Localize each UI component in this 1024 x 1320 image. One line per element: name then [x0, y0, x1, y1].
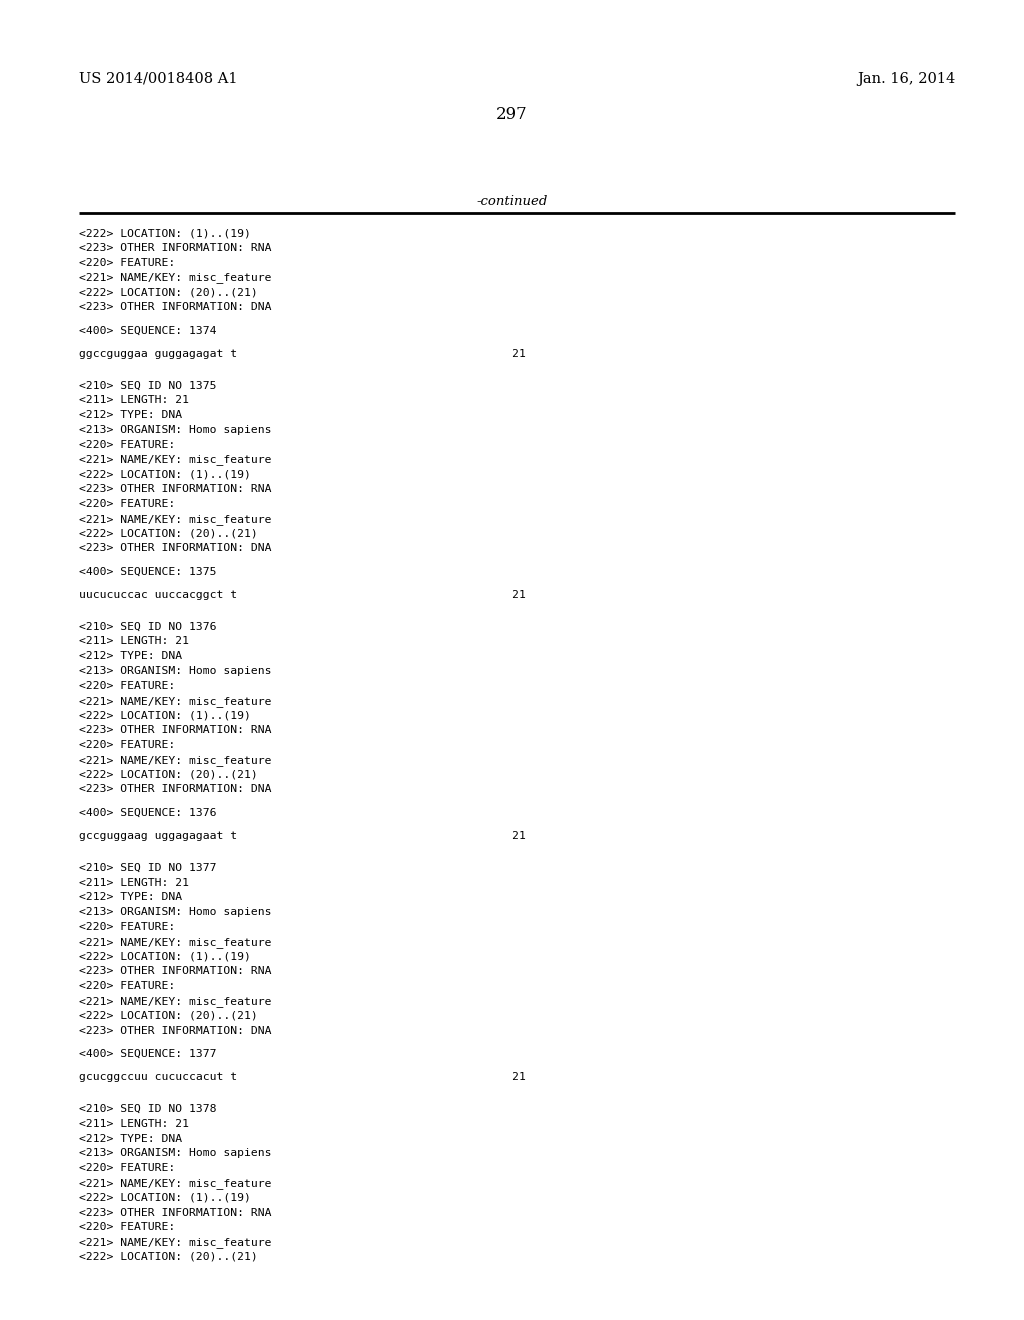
Text: <222> LOCATION: (1)..(19): <222> LOCATION: (1)..(19)	[79, 952, 251, 961]
Text: <222> LOCATION: (1)..(19): <222> LOCATION: (1)..(19)	[79, 710, 251, 721]
Text: <210> SEQ ID NO 1378: <210> SEQ ID NO 1378	[79, 1104, 216, 1114]
Text: uucucuccac uuccacggct t                                        21: uucucuccac uuccacggct t 21	[79, 590, 526, 599]
Text: <221> NAME/KEY: misc_feature: <221> NAME/KEY: misc_feature	[79, 997, 271, 1007]
Text: <221> NAME/KEY: misc_feature: <221> NAME/KEY: misc_feature	[79, 1237, 271, 1249]
Text: <220> FEATURE:: <220> FEATURE:	[79, 440, 175, 450]
Text: <213> ORGANISM: Homo sapiens: <213> ORGANISM: Homo sapiens	[79, 667, 271, 676]
Text: <220> FEATURE:: <220> FEATURE:	[79, 1222, 175, 1233]
Text: <211> LENGTH: 21: <211> LENGTH: 21	[79, 395, 189, 405]
Text: <222> LOCATION: (1)..(19): <222> LOCATION: (1)..(19)	[79, 469, 251, 479]
Text: <400> SEQUENCE: 1376: <400> SEQUENCE: 1376	[79, 808, 216, 817]
Text: <222> LOCATION: (20)..(21): <222> LOCATION: (20)..(21)	[79, 1011, 258, 1020]
Text: <220> FEATURE:: <220> FEATURE:	[79, 981, 175, 991]
Text: <221> NAME/KEY: misc_feature: <221> NAME/KEY: misc_feature	[79, 696, 271, 706]
Text: <211> LENGTH: 21: <211> LENGTH: 21	[79, 878, 189, 887]
Text: <220> FEATURE:: <220> FEATURE:	[79, 921, 175, 932]
Text: ggccguggaa guggagagat t                                        21: ggccguggaa guggagagat t 21	[79, 348, 526, 359]
Text: <222> LOCATION: (20)..(21): <222> LOCATION: (20)..(21)	[79, 528, 258, 539]
Text: <211> LENGTH: 21: <211> LENGTH: 21	[79, 1119, 189, 1129]
Text: <220> FEATURE:: <220> FEATURE:	[79, 499, 175, 508]
Text: <400> SEQUENCE: 1374: <400> SEQUENCE: 1374	[79, 325, 216, 335]
Text: <400> SEQUENCE: 1377: <400> SEQUENCE: 1377	[79, 1049, 216, 1059]
Text: -continued: -continued	[476, 195, 548, 209]
Text: <212> TYPE: DNA: <212> TYPE: DNA	[79, 892, 182, 903]
Text: <210> SEQ ID NO 1375: <210> SEQ ID NO 1375	[79, 380, 216, 391]
Text: <223> OTHER INFORMATION: RNA: <223> OTHER INFORMATION: RNA	[79, 243, 271, 253]
Text: <213> ORGANISM: Homo sapiens: <213> ORGANISM: Homo sapiens	[79, 907, 271, 917]
Text: <212> TYPE: DNA: <212> TYPE: DNA	[79, 1134, 182, 1143]
Text: <223> OTHER INFORMATION: DNA: <223> OTHER INFORMATION: DNA	[79, 302, 271, 312]
Text: <220> FEATURE:: <220> FEATURE:	[79, 681, 175, 690]
Text: <210> SEQ ID NO 1377: <210> SEQ ID NO 1377	[79, 863, 216, 873]
Text: <221> NAME/KEY: misc_feature: <221> NAME/KEY: misc_feature	[79, 513, 271, 524]
Text: <223> OTHER INFORMATION: DNA: <223> OTHER INFORMATION: DNA	[79, 544, 271, 553]
Text: gccguggaag uggagagaat t                                        21: gccguggaag uggagagaat t 21	[79, 832, 526, 841]
Text: US 2014/0018408 A1: US 2014/0018408 A1	[79, 73, 238, 86]
Text: <221> NAME/KEY: misc_feature: <221> NAME/KEY: misc_feature	[79, 937, 271, 948]
Text: <222> LOCATION: (1)..(19): <222> LOCATION: (1)..(19)	[79, 228, 251, 238]
Text: <220> FEATURE:: <220> FEATURE:	[79, 257, 175, 268]
Text: <220> FEATURE:: <220> FEATURE:	[79, 741, 175, 750]
Text: <223> OTHER INFORMATION: DNA: <223> OTHER INFORMATION: DNA	[79, 784, 271, 795]
Text: <222> LOCATION: (20)..(21): <222> LOCATION: (20)..(21)	[79, 770, 258, 780]
Text: <222> LOCATION: (20)..(21): <222> LOCATION: (20)..(21)	[79, 288, 258, 297]
Text: Jan. 16, 2014: Jan. 16, 2014	[857, 73, 955, 86]
Text: <212> TYPE: DNA: <212> TYPE: DNA	[79, 411, 182, 420]
Text: <221> NAME/KEY: misc_feature: <221> NAME/KEY: misc_feature	[79, 272, 271, 284]
Text: <220> FEATURE:: <220> FEATURE:	[79, 1163, 175, 1173]
Text: <221> NAME/KEY: misc_feature: <221> NAME/KEY: misc_feature	[79, 755, 271, 766]
Text: <212> TYPE: DNA: <212> TYPE: DNA	[79, 651, 182, 661]
Text: <213> ORGANISM: Homo sapiens: <213> ORGANISM: Homo sapiens	[79, 1148, 271, 1159]
Text: <223> OTHER INFORMATION: RNA: <223> OTHER INFORMATION: RNA	[79, 484, 271, 494]
Text: gcucggccuu cucuccacut t                                        21: gcucggccuu cucuccacut t 21	[79, 1072, 526, 1082]
Text: <222> LOCATION: (20)..(21): <222> LOCATION: (20)..(21)	[79, 1251, 258, 1262]
Text: <222> LOCATION: (1)..(19): <222> LOCATION: (1)..(19)	[79, 1193, 251, 1203]
Text: 297: 297	[496, 106, 528, 123]
Text: <211> LENGTH: 21: <211> LENGTH: 21	[79, 636, 189, 647]
Text: <223> OTHER INFORMATION: DNA: <223> OTHER INFORMATION: DNA	[79, 1026, 271, 1036]
Text: <400> SEQUENCE: 1375: <400> SEQUENCE: 1375	[79, 566, 216, 577]
Text: <223> OTHER INFORMATION: RNA: <223> OTHER INFORMATION: RNA	[79, 1208, 271, 1217]
Text: <213> ORGANISM: Homo sapiens: <213> ORGANISM: Homo sapiens	[79, 425, 271, 434]
Text: <223> OTHER INFORMATION: RNA: <223> OTHER INFORMATION: RNA	[79, 725, 271, 735]
Text: <210> SEQ ID NO 1376: <210> SEQ ID NO 1376	[79, 622, 216, 631]
Text: <221> NAME/KEY: misc_feature: <221> NAME/KEY: misc_feature	[79, 1177, 271, 1189]
Text: <223> OTHER INFORMATION: RNA: <223> OTHER INFORMATION: RNA	[79, 966, 271, 977]
Text: <221> NAME/KEY: misc_feature: <221> NAME/KEY: misc_feature	[79, 454, 271, 466]
